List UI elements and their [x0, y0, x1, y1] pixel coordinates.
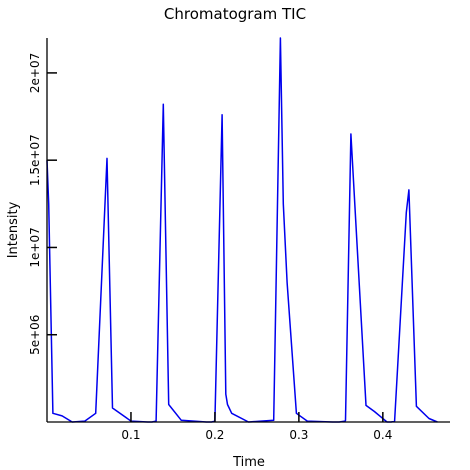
y-tick-label: 5e+06: [28, 315, 42, 355]
x-tick-label: 0.1: [121, 428, 140, 442]
x-tick-label: 0.3: [289, 428, 308, 442]
y-tick-label: 2e+07: [28, 53, 42, 93]
x-axis-ticks: 0.1 0.2 0.3 0.4: [121, 412, 392, 442]
y-axis-ticks: 5e+06 1e+07 1.5e+07 2e+07: [28, 53, 57, 355]
plot-area: [46, 37, 438, 423]
y-axis-label: Intensity: [6, 201, 21, 258]
y-tick-label: 1.5e+07: [28, 134, 42, 186]
y-tick-label: 1e+07: [28, 227, 42, 267]
chart-title: Chromatogram TIC: [164, 5, 306, 23]
x-axis-label: Time: [232, 455, 265, 470]
x-tick-label: 0.4: [373, 428, 392, 442]
series-line-0: [46, 37, 438, 423]
x-tick-label: 0.2: [205, 428, 224, 442]
